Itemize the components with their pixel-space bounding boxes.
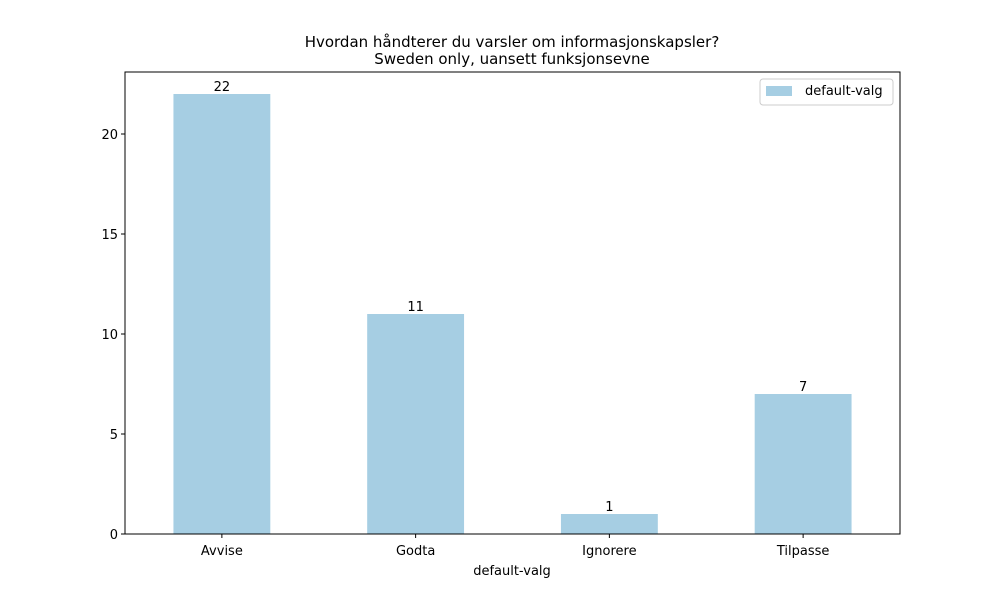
legend-label: default-valg	[805, 84, 883, 99]
x-tick-label: Avvise	[201, 544, 243, 559]
y-tick-label: 10	[101, 328, 118, 343]
bar-value-label: 7	[799, 380, 807, 395]
y-tick-label: 20	[101, 128, 118, 143]
bar	[754, 394, 852, 534]
chart-subtitle: Sweden only, uansett funksjonsevne	[374, 50, 649, 68]
x-axis: Avvise Godta Ignorere Tilpasse	[201, 534, 829, 559]
bar-value-label: 22	[214, 80, 231, 95]
y-tick-label: 5	[110, 428, 118, 443]
plot-frame	[124, 71, 901, 535]
x-tick-label: Tilpasse	[776, 544, 830, 559]
y-axis: 0 5 10 15 20	[101, 128, 125, 543]
bar-value-label: 1	[605, 500, 613, 515]
x-tick-label: Godta	[396, 544, 435, 559]
y-tick-label: 15	[101, 228, 118, 243]
chart-title: Hvordan håndterer du varsler om informas…	[305, 33, 720, 51]
bar	[173, 94, 271, 534]
legend-frame	[759, 78, 894, 106]
bar	[367, 314, 465, 534]
x-axis-label: default-valg	[473, 564, 551, 579]
bar	[560, 514, 658, 534]
x-tick-label: Ignorere	[582, 544, 636, 559]
y-tick-label: 0	[110, 528, 118, 543]
bar-value-label: 11	[407, 300, 424, 315]
legend: default-valg	[759, 78, 894, 106]
legend-swatch	[766, 86, 792, 96]
bars-group	[173, 94, 852, 534]
